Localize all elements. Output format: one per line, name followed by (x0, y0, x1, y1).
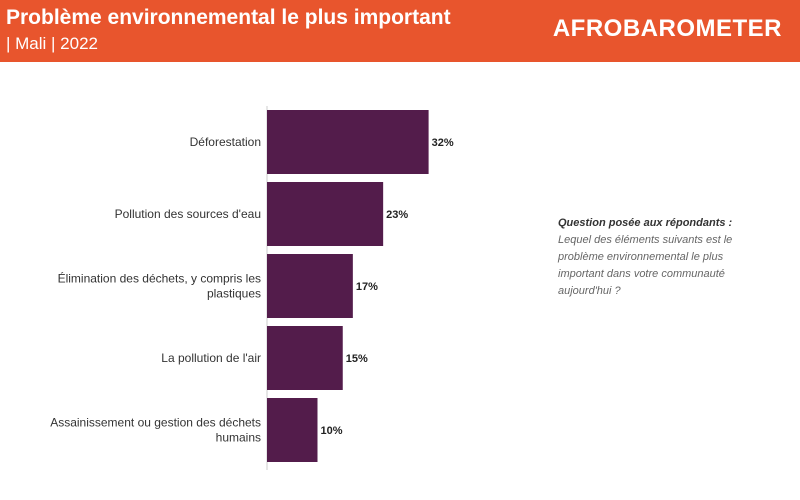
bar-chart: 32% Déforestation 23% Pollution des sources… (50, 106, 454, 470)
bar (267, 254, 353, 318)
category-label: Élimination des déchets, y compris les pl… (58, 271, 261, 301)
category-label-line: Pollution des sources d'eau (115, 207, 261, 221)
bar (267, 110, 429, 174)
bar (267, 182, 384, 246)
question-box: Question posée aux répondants : Lequel d… (558, 215, 768, 300)
question-heading: Question posée aux répondants : (558, 217, 733, 229)
header-banner: Problème environnemental le plus importa… (0, 0, 800, 62)
category-label: La pollution de l'air (161, 351, 261, 365)
category-label-line: humains (216, 431, 261, 445)
bar (267, 398, 318, 462)
category-label-line: La pollution de l'air (161, 351, 261, 365)
bar-value-label: 32% (432, 137, 454, 149)
category-label-line: Élimination des déchets, y compris les (58, 271, 261, 286)
category-label-line: Assainissement ou gestion des déchets (50, 416, 261, 430)
category-label: Pollution des sources d'eau (115, 207, 261, 221)
category-label: Déforestation (190, 135, 261, 149)
bar-value-label: 17% (356, 281, 378, 293)
bar-value-label: 15% (346, 353, 368, 365)
category-label-line: Déforestation (190, 135, 261, 149)
bar (267, 326, 343, 390)
bar-value-label: 23% (386, 209, 408, 221)
question-text: Lequel des éléments suivants est le prob… (558, 234, 733, 297)
category-label: Assainissement ou gestion des déchets hum… (50, 416, 261, 445)
chart-title: Problème environnemental le plus importa… (6, 6, 451, 29)
bar-value-label: 10% (321, 425, 343, 437)
category-label-line: plastiques (207, 287, 261, 301)
chart-subtitle: | Mali | 2022 (6, 34, 98, 53)
afrobarometer-logo: AFROBAROMETER (552, 15, 782, 42)
